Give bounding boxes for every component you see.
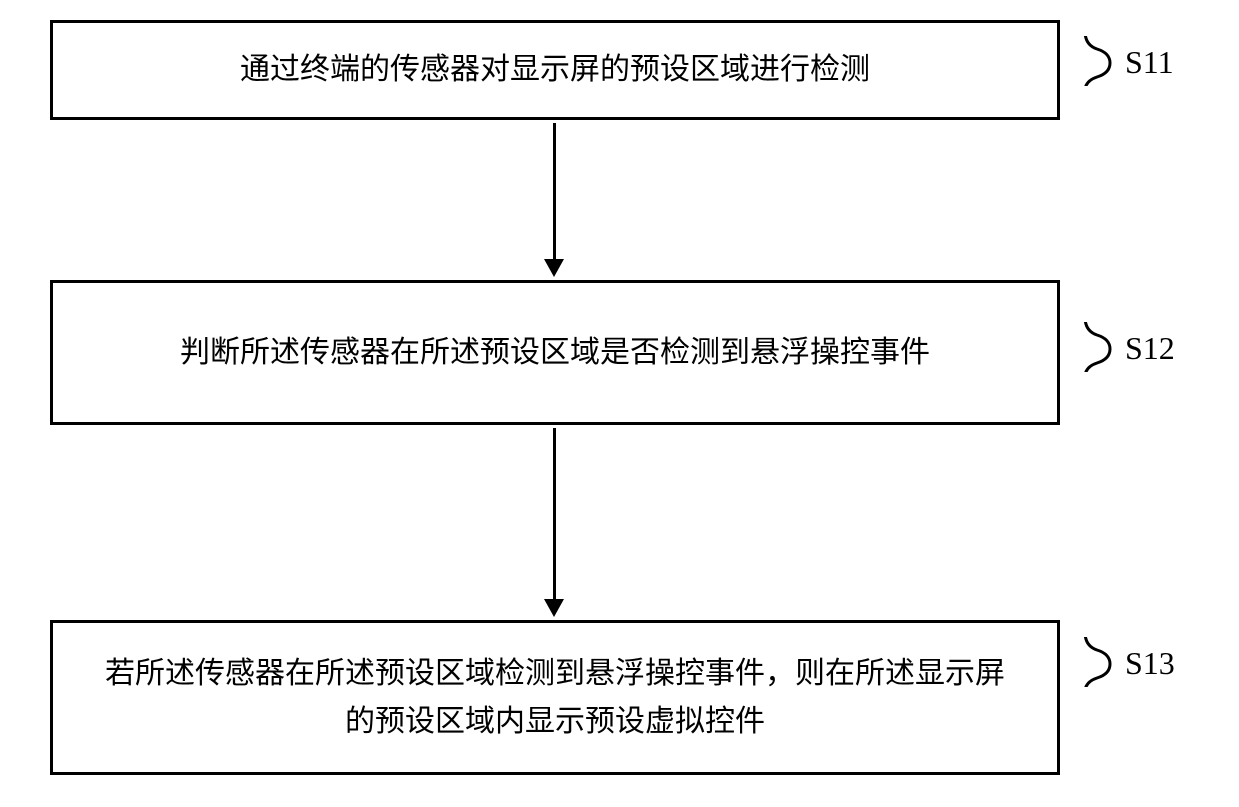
flowchart-step-s13: 若所述传感器在所述预设区域检测到悬浮操控事件，则在所述显示屏的预设区域内显示预设… — [50, 620, 1060, 775]
step-s11-text: 通过终端的传感器对显示屏的预设区域进行检测 — [240, 46, 870, 94]
flowchart-container: 通过终端的传感器对显示屏的预设区域进行检测 S11 判断所述传感器在所述预设区域… — [0, 0, 1239, 807]
step-s12-text: 判断所述传感器在所述预设区域是否检测到悬浮操控事件 — [180, 329, 930, 377]
step-s11-label: S11 — [1125, 44, 1174, 81]
step-s12-label: S12 — [1125, 330, 1175, 367]
step-s13-text: 若所述传感器在所述预设区域检测到悬浮操控事件，则在所述显示屏的预设区域内显示预设… — [93, 650, 1017, 746]
s12-label-connector — [1060, 322, 1120, 372]
flowchart-step-s11: 通过终端的传感器对显示屏的预设区域进行检测 — [50, 20, 1060, 120]
s13-label-connector — [1060, 637, 1120, 687]
flowchart-step-s12: 判断所述传感器在所述预设区域是否检测到悬浮操控事件 — [50, 280, 1060, 425]
step-s13-label: S13 — [1125, 645, 1175, 682]
s11-label-connector — [1060, 36, 1120, 86]
